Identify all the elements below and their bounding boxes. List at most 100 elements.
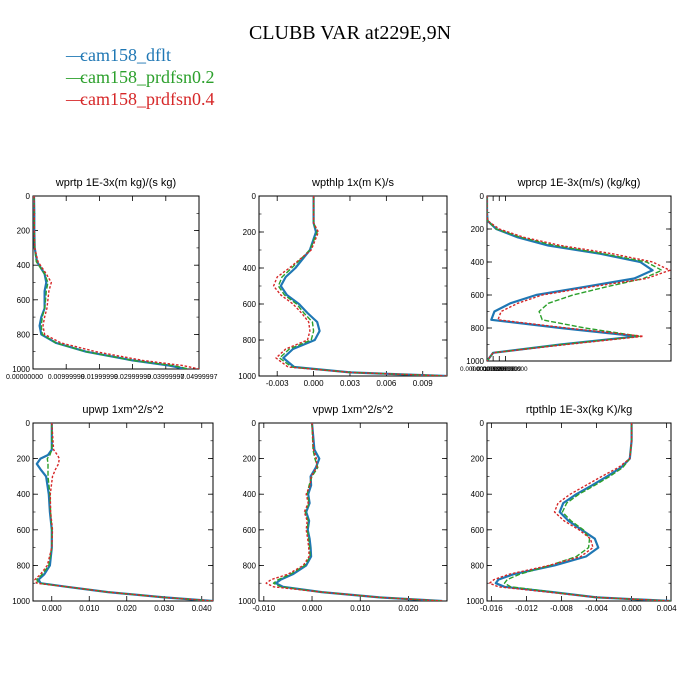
series-line-3 xyxy=(33,196,199,369)
panel-title: wprtp 1E-3x(m kg)/(s kg) xyxy=(55,177,176,189)
y-tick-label: 400 xyxy=(243,490,257,499)
series-line-2 xyxy=(277,196,447,376)
y-tick-label: 1000 xyxy=(466,357,484,366)
x-tick-label: 0.010 xyxy=(79,604,100,613)
y-tick-label: 600 xyxy=(471,291,485,300)
y-tick-label: 200 xyxy=(17,227,31,236)
legend-line-icon: — xyxy=(66,67,84,87)
series-line-2 xyxy=(487,196,663,361)
panel-frame xyxy=(258,422,448,602)
legend-line-icon: — xyxy=(66,45,84,65)
y-tick-label: 0 xyxy=(480,192,485,201)
series-line-1 xyxy=(274,423,443,601)
panel-title: wprcp 1E-3x(m/s) (kg/kg) xyxy=(517,177,641,189)
series-line-3 xyxy=(265,423,443,601)
y-tick-label: 400 xyxy=(471,490,485,499)
panel-title: wpthlp 1x(m K)/s xyxy=(311,177,394,189)
y-tick-label: 800 xyxy=(471,561,485,570)
x-tick-label: -0.012 xyxy=(515,604,538,613)
series-line-1 xyxy=(35,423,213,601)
x-tick-label: -0.003 xyxy=(266,379,289,388)
y-tick-label: 400 xyxy=(243,264,257,273)
legend-line-icon: — xyxy=(66,89,84,109)
y-tick-label: 600 xyxy=(243,526,257,535)
legend-label: cam158_prdfsn0.2 xyxy=(80,67,215,87)
x-tick-label: 0.010 xyxy=(350,604,371,613)
y-tick-label: 200 xyxy=(243,228,257,237)
y-tick-label: 200 xyxy=(243,455,257,464)
series-line-1 xyxy=(33,196,186,369)
x-tick-label: 0.040 xyxy=(192,604,213,613)
legend-item-prdfsn02: —cam158_prdfsn0.2 xyxy=(66,66,214,88)
y-tick-label: 800 xyxy=(243,561,257,570)
y-tick-label: 400 xyxy=(17,261,31,270)
main-title: CLUBB VAR at229E,9N xyxy=(248,22,452,44)
y-tick-label: 1000 xyxy=(12,597,30,606)
x-tick-label: 0.000 xyxy=(304,379,325,388)
x-tick-label: 0.02999999 xyxy=(114,374,151,381)
y-tick-label: 0 xyxy=(480,419,485,428)
y-tick-label: 200 xyxy=(17,455,31,464)
legend-label: cam158_prdfsn0.4 xyxy=(80,89,215,109)
y-tick-label: 0 xyxy=(252,419,257,428)
panel-title: rtpthlp 1E-3x(kg K)/kg xyxy=(526,404,632,416)
x-tick-label: 0.000 xyxy=(622,604,643,613)
x-tick-label: 0.01999999 xyxy=(81,374,118,381)
y-tick-label: 200 xyxy=(471,225,485,234)
x-tick-label: 0.00100000000 xyxy=(471,366,516,373)
series-line-3 xyxy=(34,423,213,601)
x-tick-label: 0.03999997 xyxy=(147,374,184,381)
x-tick-label: -0.008 xyxy=(550,604,573,613)
y-tick-label: 600 xyxy=(17,296,31,305)
x-tick-label: 0.000 xyxy=(302,604,323,613)
x-tick-label: 0.00999999 xyxy=(48,374,85,381)
x-tick-label: 0.030 xyxy=(154,604,175,613)
series-line-3 xyxy=(487,196,671,361)
x-tick-label: 0.00199999999 xyxy=(477,366,522,373)
y-tick-label: 0 xyxy=(26,419,31,428)
x-tick-label: -0.016 xyxy=(480,604,503,613)
legend-item-dflt: —cam158_dflt xyxy=(66,44,171,66)
panel-title: vpwp 1xm^2/s^2 xyxy=(313,404,394,416)
y-tick-label: 800 xyxy=(471,324,485,333)
series-line-3 xyxy=(272,196,447,376)
x-tick-label: 0.04999997 xyxy=(181,374,218,381)
series-line-2 xyxy=(272,423,443,601)
series-line-1 xyxy=(279,196,447,376)
y-tick-label: 600 xyxy=(17,526,31,535)
y-tick-label: 400 xyxy=(17,490,31,499)
y-tick-label: 1000 xyxy=(238,597,256,606)
x-tick-label: 0.006 xyxy=(376,379,397,388)
panel-frame xyxy=(258,195,448,377)
y-tick-label: 200 xyxy=(471,455,485,464)
x-tick-label: 0.003 xyxy=(340,379,361,388)
panel-title: upwp 1xm^2/s^2 xyxy=(82,404,163,416)
y-tick-label: 800 xyxy=(17,561,31,570)
x-tick-label: -0.010 xyxy=(252,604,275,613)
y-tick-label: 600 xyxy=(243,300,257,309)
y-tick-label: 0 xyxy=(252,192,257,201)
series-line-1 xyxy=(487,196,654,361)
x-tick-label: -0.004 xyxy=(585,604,608,613)
legend-label: cam158_dflt xyxy=(80,45,171,65)
x-tick-label: 0.00000000000 xyxy=(460,366,505,373)
panel-frame xyxy=(32,422,214,602)
x-tick-label: 0.00300000000 xyxy=(483,366,528,373)
y-tick-label: 800 xyxy=(243,336,257,345)
x-tick-label: 0.020 xyxy=(117,604,138,613)
series-line-2 xyxy=(36,423,213,601)
x-tick-label: 0.004 xyxy=(657,604,678,613)
y-tick-label: 0 xyxy=(26,192,31,201)
x-tick-label: 0.009 xyxy=(413,379,434,388)
y-tick-label: 400 xyxy=(471,258,485,267)
x-tick-label: 0.00000000 xyxy=(6,374,43,381)
y-tick-label: 600 xyxy=(471,526,485,535)
y-tick-label: 1000 xyxy=(466,597,484,606)
x-tick-label: 0.020 xyxy=(398,604,419,613)
series-line-2 xyxy=(503,423,671,601)
y-tick-label: 800 xyxy=(17,330,31,339)
series-line-1 xyxy=(494,423,671,601)
x-tick-label: 0.000 xyxy=(42,604,63,613)
y-tick-label: 1000 xyxy=(238,372,256,381)
